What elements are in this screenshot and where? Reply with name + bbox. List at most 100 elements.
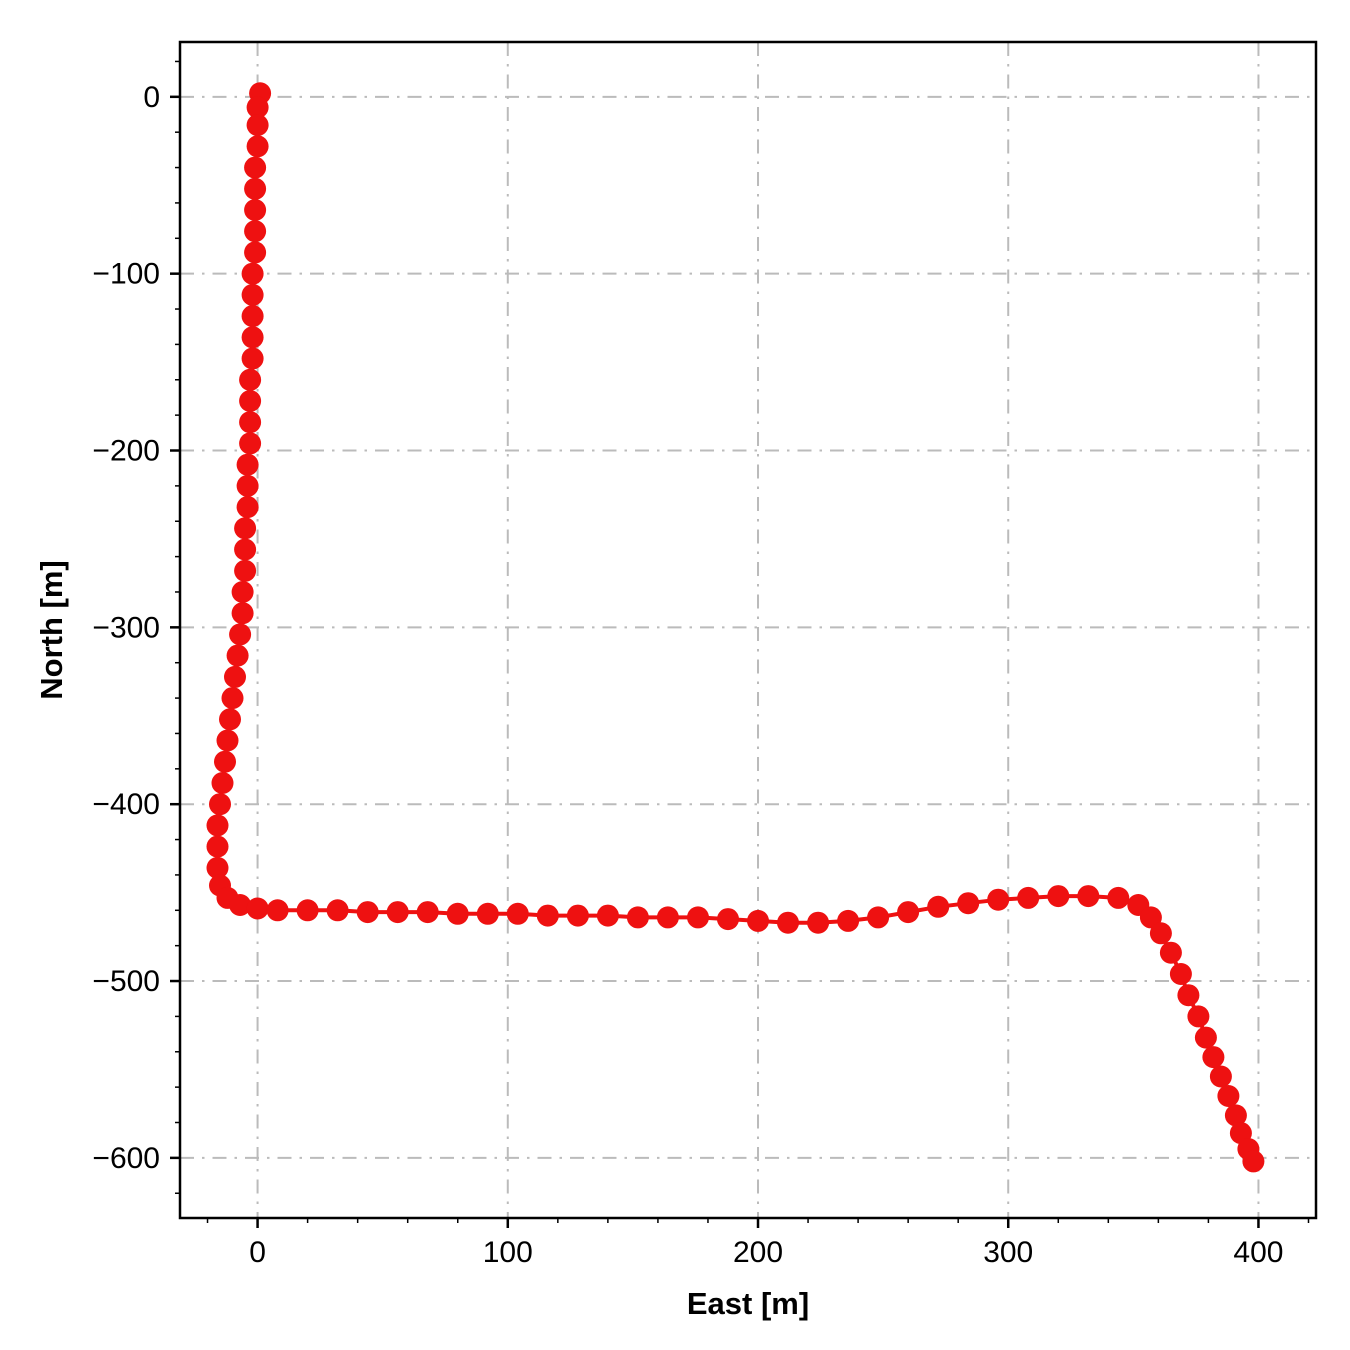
x-axis-label: East [m]	[687, 1286, 809, 1321]
trajectory-marker	[206, 835, 229, 858]
trajectory-marker	[446, 902, 469, 925]
trajectory-marker	[1187, 1005, 1210, 1028]
trajectory-marker	[1217, 1085, 1240, 1107]
trajectory-marker	[236, 496, 259, 519]
trajectory-marker	[1202, 1046, 1225, 1069]
trajectory-marker	[226, 644, 249, 667]
trajectory-marker	[231, 581, 254, 603]
trajectory-marker	[229, 894, 252, 916]
y-tick-label: −200	[92, 435, 160, 468]
trajectory-marker	[246, 135, 269, 158]
trajectory-marker	[211, 772, 234, 794]
trajectory-marker	[219, 708, 241, 731]
y-tick-label: 0	[143, 81, 160, 114]
trajectory-marker	[229, 623, 252, 646]
trajectory-marker	[239, 368, 262, 391]
y-tick-label: −600	[92, 1142, 160, 1175]
trajectory-marker	[536, 904, 559, 927]
x-tick-label: 300	[983, 1236, 1033, 1269]
trajectory-marker	[1209, 1065, 1232, 1088]
trajectory-marker	[246, 897, 269, 920]
trajectory-marker	[214, 750, 236, 773]
trajectory-marker	[1242, 1150, 1265, 1173]
axes-box	[178, 40, 1318, 1220]
trajectory-marker	[897, 901, 920, 924]
trajectory-marker	[224, 665, 246, 688]
trajectory-marker	[266, 899, 289, 922]
trajectory-marker	[807, 911, 830, 934]
x-tick-label: 0	[249, 1236, 266, 1269]
trajectory-marker	[1139, 906, 1162, 929]
trajectory-marker	[356, 901, 379, 924]
trajectory-marker	[296, 899, 319, 922]
trajectory-marker	[241, 283, 264, 306]
trajectory-marker	[241, 262, 264, 285]
trajectory-marker	[244, 156, 267, 179]
trajectory-marker	[239, 390, 262, 412]
trajectory-marker	[717, 908, 739, 931]
trajectory-marker	[236, 453, 259, 476]
trajectory-marker	[596, 904, 619, 927]
trajectory-marker	[221, 687, 244, 710]
trajectory-marker	[987, 888, 1010, 911]
trajectory-marker	[244, 177, 267, 200]
trajectory-marker	[234, 517, 257, 540]
trajectory-marker	[747, 909, 769, 932]
trajectory-marker	[246, 96, 269, 119]
trajectory-marker	[626, 906, 649, 929]
x-tick-label: 400	[1233, 1236, 1283, 1269]
trajectory-marker	[234, 538, 257, 561]
trajectory-marker	[957, 892, 980, 915]
trajectory-marker	[209, 793, 231, 816]
y-axis-label: North [m]	[34, 560, 69, 699]
trajectory-marker	[326, 899, 349, 922]
trajectory-marker	[1177, 984, 1200, 1007]
trajectory-marker	[1017, 886, 1040, 909]
y-tick-label: −400	[92, 788, 160, 821]
trajectory-marker	[1149, 922, 1172, 945]
trajectory-marker	[837, 909, 860, 932]
trajectory-marker	[386, 901, 409, 924]
trajectory-marker	[244, 241, 267, 264]
trajectory-marker	[241, 305, 264, 328]
trajectory-marker	[1077, 885, 1100, 908]
trajectory-marker	[239, 411, 262, 434]
y-tick-label: −100	[92, 258, 160, 291]
trajectory-marker	[416, 901, 439, 924]
trajectory-marker	[687, 906, 709, 929]
trajectory-marker	[234, 559, 257, 582]
trajectory-marker	[231, 602, 254, 625]
series-trajectory	[206, 82, 1265, 1173]
trajectory-marker	[1159, 941, 1182, 964]
trajectory-marker	[239, 432, 262, 455]
trajectory-marker	[1107, 886, 1130, 909]
trajectory-marker	[1224, 1104, 1247, 1127]
trajectory-marker	[867, 906, 890, 929]
trajectory-marker	[206, 856, 229, 879]
trajectory-marker	[506, 902, 529, 925]
trajectory-marker	[566, 904, 589, 927]
trajectory-marker	[656, 906, 679, 929]
y-tick-label: −300	[92, 611, 160, 644]
x-tick-label: 200	[733, 1236, 783, 1269]
trajectory-marker	[241, 347, 264, 370]
y-tick-label: −500	[92, 965, 160, 998]
trajectory-marker	[246, 114, 269, 137]
trajectory-marker	[927, 895, 950, 918]
trajectory-marker	[244, 220, 267, 243]
trajectory-marker	[1194, 1026, 1217, 1049]
trajectory-marker	[1169, 963, 1192, 985]
trajectory-marker	[244, 199, 267, 221]
trajectory-marker	[1047, 885, 1070, 908]
trajectory-marker	[241, 326, 264, 349]
trajectory-marker	[476, 902, 499, 925]
x-tick-label: 100	[483, 1236, 533, 1269]
trajectory-marker	[206, 814, 229, 837]
trajectory-marker	[216, 729, 239, 752]
gridlines	[180, 42, 1316, 1218]
trajectory-marker	[777, 911, 799, 934]
trajectory-marker	[236, 474, 259, 497]
